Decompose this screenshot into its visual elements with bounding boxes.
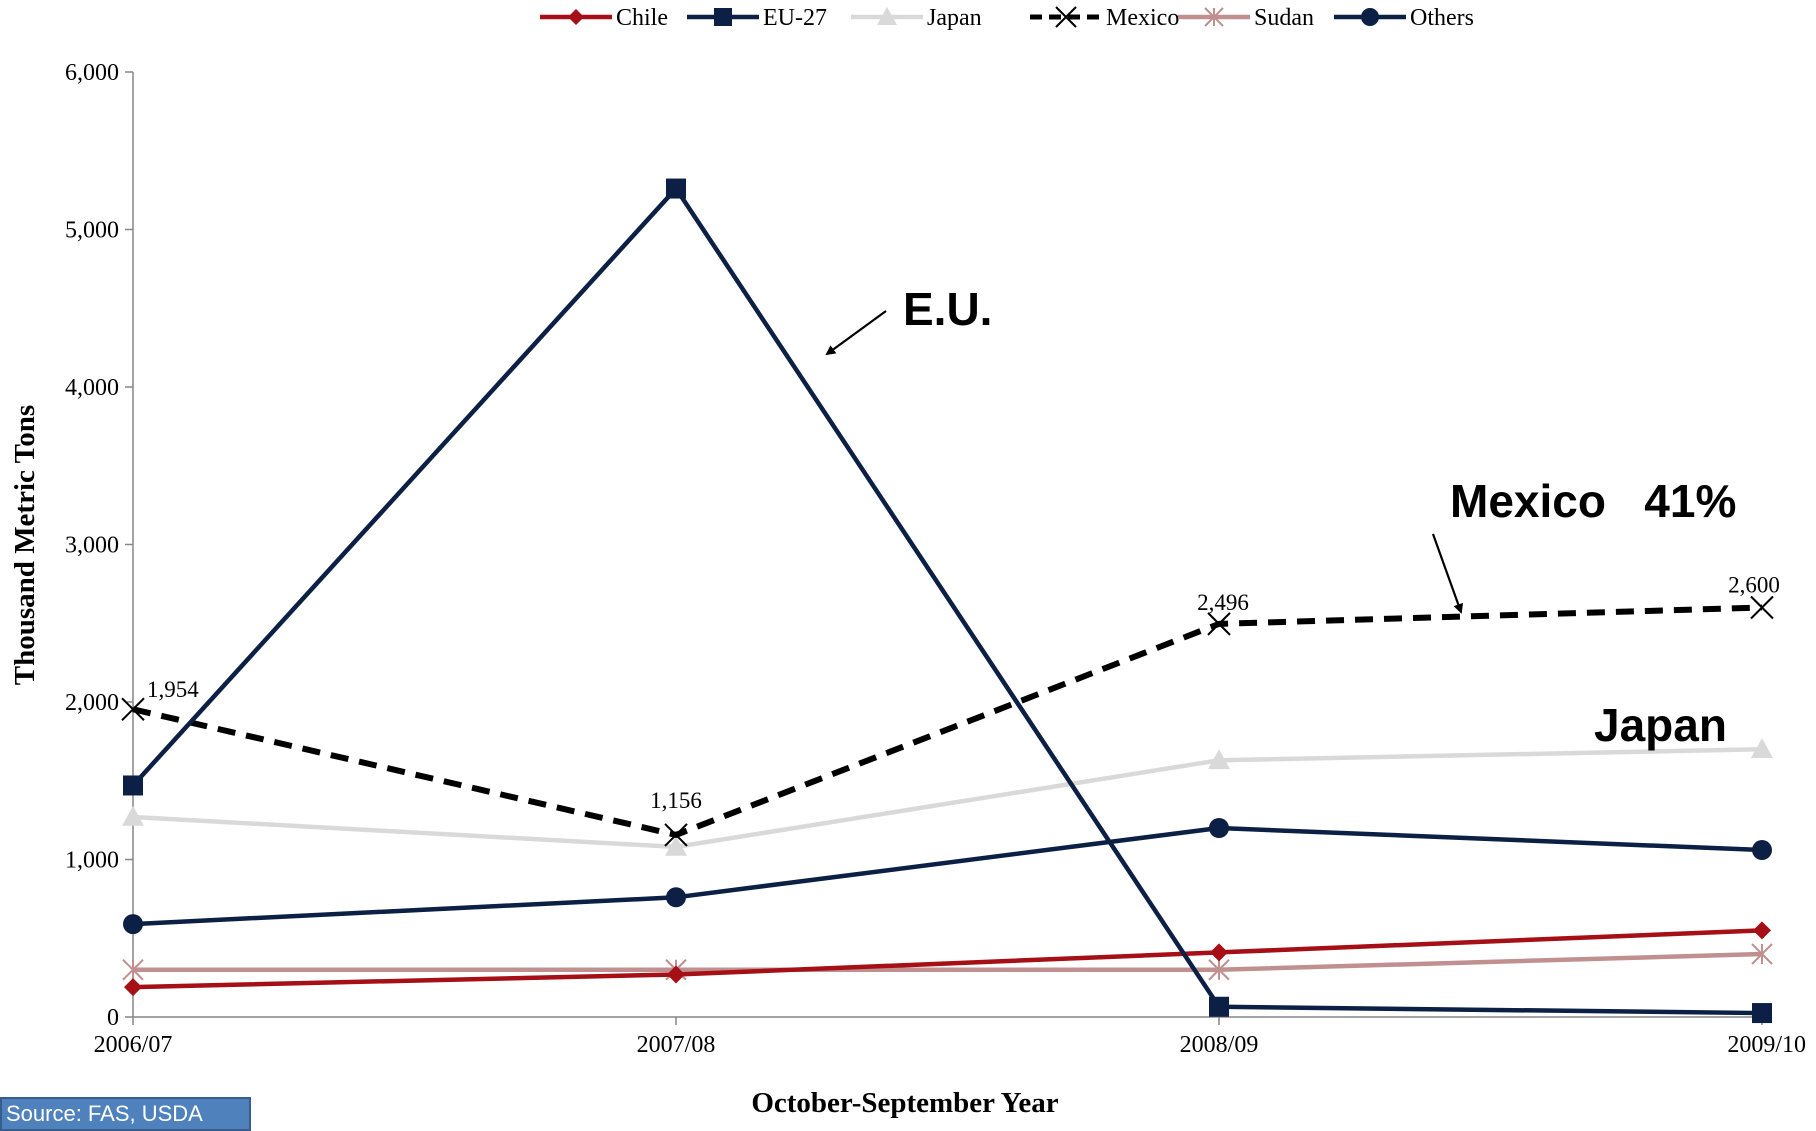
x-axis-title: October-September Year: [751, 1087, 1058, 1118]
point-mexico: [121, 697, 145, 721]
x-tick-label: 2006/07: [94, 1032, 173, 1058]
series-chile: [124, 921, 1771, 997]
point-others: [1752, 840, 1772, 861]
series-line-sudan: [133, 951, 1763, 972]
point-mexico: [1207, 612, 1231, 636]
series-mexico: [121, 595, 1774, 847]
legend-swatch-marker: [568, 9, 584, 25]
point-eu-27: [123, 775, 143, 796]
point-eu-27: [666, 178, 686, 199]
point-chile: [124, 978, 142, 997]
legend-label: Sudan: [1254, 5, 1314, 31]
point-mexico: [664, 823, 688, 847]
point-japan: [1751, 738, 1773, 759]
point-sudan: [122, 959, 144, 981]
point-chile: [1210, 943, 1228, 962]
x-tick-label: 2007/08: [637, 1032, 716, 1058]
legend-swatch-marker: [1055, 6, 1077, 28]
point-japan: [122, 805, 144, 826]
series-japan: [122, 738, 1773, 856]
point-mexico: [1750, 595, 1774, 620]
series-line-japan: [132, 747, 1763, 850]
source-note: Source: FAS, USDA: [0, 1097, 251, 1131]
series-line-mexico: [132, 604, 1763, 838]
legend-label: Mexico: [1106, 5, 1179, 31]
y-tick-label: 5,000: [65, 218, 119, 244]
point-eu-27: [1752, 1003, 1772, 1024]
y-tick-label: 3,000: [65, 533, 119, 559]
series-sudan: [122, 943, 1773, 981]
series-line-chile: [132, 928, 1763, 990]
legend-swatch-marker: [1204, 7, 1224, 27]
legend-item-japan: Japan: [851, 5, 982, 31]
legend-swatch-marker: [877, 7, 897, 25]
point-japan: [665, 835, 687, 856]
data-label-mexico: 2,600: [1728, 573, 1780, 598]
y-tick-label: 4,000: [65, 375, 119, 401]
legend-item-chile: Chile: [540, 5, 668, 31]
legend-label: Japan: [927, 5, 982, 31]
data-labels: 1,954 1,156 2,496 2,600: [147, 573, 1780, 813]
point-chile: [1753, 921, 1771, 940]
series-eu-27: [123, 178, 1772, 1024]
annotation-eu: E.U.: [903, 283, 992, 335]
series-others: [123, 818, 1772, 935]
y-tick-label: 1,000: [65, 848, 119, 874]
annotation-eu-arrow: [825, 310, 887, 356]
point-sudan: [1208, 959, 1230, 981]
data-label-mexico: 1,954: [147, 677, 199, 702]
point-others: [666, 887, 686, 908]
legend-label: EU-27: [763, 5, 827, 31]
x-tick-label: 2008/09: [1180, 1032, 1259, 1058]
data-label-mexico: 2,496: [1197, 590, 1249, 615]
series-line-eu-27: [131, 186, 1763, 1016]
legend-item-mexico: Mexico: [1030, 5, 1179, 31]
point-others: [123, 914, 143, 935]
axes: 0 1,000 2,000 3,000 4,000 5,000 6,000 2006/07 20…: [65, 60, 1806, 1058]
annotation-mexico: Mexico 41%: [1450, 475, 1736, 527]
legend-swatch-marker: [1361, 8, 1379, 26]
legend-swatch-marker: [714, 8, 732, 26]
legend-label: Others: [1410, 5, 1474, 31]
point-chile: [667, 965, 685, 984]
annotation-japan: Japan: [1594, 699, 1727, 751]
point-eu-27: [1209, 996, 1229, 1017]
series-layer: [121, 178, 1774, 1024]
x-tick-label: 2009/10: [1727, 1032, 1806, 1058]
legend-label: Chile: [616, 5, 668, 31]
point-japan: [1208, 749, 1230, 770]
y-axis-title: Thousand Metric Tons: [9, 405, 41, 685]
annotation-mexico-arrow: [1431, 533, 1464, 614]
y-tick-label: 6,000: [65, 60, 119, 86]
legend-item-eu-27: EU-27: [687, 5, 827, 31]
legend-item-sudan: Sudan: [1178, 5, 1314, 31]
legend: Chile EU-27 Japan Mexico Sudan Others: [540, 5, 1474, 31]
y-tick-label: 0: [107, 1005, 119, 1031]
data-label-mexico: 1,156: [650, 788, 702, 813]
point-others: [1209, 818, 1229, 838]
y-tick-label: 2,000: [65, 690, 119, 716]
series-line-others: [132, 825, 1763, 927]
legend-item-others: Others: [1334, 5, 1474, 31]
point-sudan: [1751, 943, 1773, 965]
annotations: E.U. Mexico 41% Japan: [825, 283, 1736, 751]
